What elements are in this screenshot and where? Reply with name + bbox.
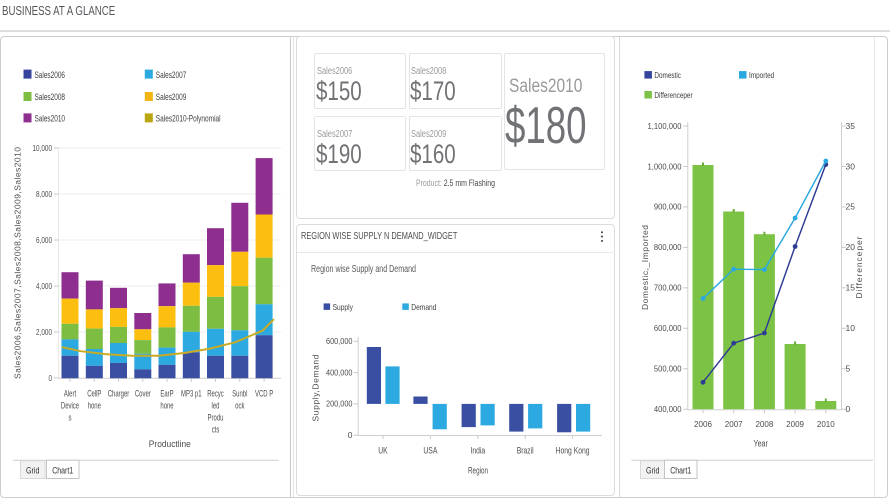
svg-text:Charger: Charger: [108, 389, 130, 400]
svg-text:800,000: 800,000: [654, 242, 682, 252]
svg-text:5: 5: [846, 364, 851, 374]
svg-text:Differenceper: Differenceper: [854, 236, 864, 298]
svg-text:Grid: Grid: [646, 466, 660, 476]
svg-text:600,000: 600,000: [654, 323, 682, 333]
svg-text:0: 0: [348, 430, 353, 440]
svg-text:Region: Region: [468, 465, 488, 476]
svg-text:Alert: Alert: [64, 389, 76, 400]
svg-text:Device: Device: [61, 401, 79, 412]
svg-text:500,000: 500,000: [654, 364, 682, 374]
svg-text:Sales2006,Sales2007,Sales2008,: Sales2006,Sales2007,Sales2008,Sales2009,…: [13, 147, 23, 379]
svg-text:Year: Year: [753, 439, 768, 449]
svg-text:Sales2010-Polynomial: Sales2010-Polynomial: [156, 114, 221, 124]
svg-text:0: 0: [846, 404, 851, 414]
svg-text:hone: hone: [88, 401, 101, 412]
svg-text:Supply,Demand: Supply,Demand: [311, 354, 321, 421]
svg-text:400,000: 400,000: [654, 404, 682, 414]
svg-text:MP3 p1: MP3 p1: [181, 389, 202, 400]
svg-text:2009: 2009: [786, 419, 804, 429]
svg-text:USA: USA: [423, 445, 437, 455]
svg-text:Sales2008: Sales2008: [35, 92, 66, 102]
svg-text:30: 30: [846, 161, 856, 171]
svg-text:2010: 2010: [817, 419, 835, 429]
svg-text:Recyc: Recyc: [207, 389, 224, 400]
svg-text:10,000: 10,000: [33, 143, 53, 153]
svg-text:ock: ock: [235, 401, 244, 412]
svg-text:s: s: [69, 413, 72, 424]
svg-text:6,000: 6,000: [36, 235, 52, 245]
svg-text:Brazil: Brazil: [517, 445, 534, 455]
svg-text:2,000: 2,000: [36, 327, 52, 337]
svg-text:cts: cts: [212, 425, 220, 436]
svg-text:Differenceper: Differenceper: [654, 90, 692, 100]
svg-text:2006: 2006: [694, 419, 712, 429]
svg-text:25: 25: [846, 202, 856, 212]
svg-text:600,000: 600,000: [326, 336, 353, 346]
svg-text:VCD P: VCD P: [255, 389, 273, 400]
svg-text:8,000: 8,000: [36, 189, 52, 199]
svg-text:led: led: [212, 401, 220, 412]
svg-text:India: India: [470, 445, 485, 455]
svg-text:Hong Kong: Hong Kong: [556, 445, 590, 455]
svg-text:10: 10: [846, 323, 856, 333]
svg-text:1,000,000: 1,000,000: [648, 161, 682, 171]
svg-text:Supply: Supply: [333, 302, 354, 312]
svg-text:Sales2010: Sales2010: [35, 114, 66, 124]
svg-text:4,000: 4,000: [36, 281, 52, 291]
svg-text:900,000: 900,000: [654, 202, 682, 212]
svg-text:0: 0: [49, 373, 53, 383]
svg-text:Sales2009: Sales2009: [156, 92, 187, 102]
svg-text:2008: 2008: [755, 419, 773, 429]
svg-text:1,100,000: 1,100,000: [648, 121, 682, 131]
svg-text:CellP: CellP: [87, 389, 101, 400]
svg-text:Cover: Cover: [135, 389, 151, 400]
svg-text:Demand: Demand: [411, 302, 436, 312]
svg-text:20: 20: [846, 242, 856, 252]
svg-text:700,000: 700,000: [654, 283, 682, 293]
svg-text:Chart1: Chart1: [670, 466, 691, 476]
svg-text:UK: UK: [378, 445, 387, 455]
svg-text:Chart1: Chart1: [52, 466, 73, 476]
svg-text:Grid: Grid: [26, 466, 40, 476]
svg-text:15: 15: [846, 283, 856, 293]
svg-text:Imported: Imported: [749, 70, 774, 80]
svg-text:2007: 2007: [725, 419, 743, 429]
svg-text:400,000: 400,000: [326, 367, 353, 377]
svg-text:Domestic,_Imported: Domestic,_Imported: [640, 225, 650, 310]
svg-text:Sales2007: Sales2007: [156, 70, 187, 80]
svg-text:EarP: EarP: [160, 389, 173, 400]
svg-text:Produ: Produ: [208, 413, 224, 424]
svg-text:Sales2006: Sales2006: [35, 70, 66, 80]
svg-text:200,000: 200,000: [326, 399, 353, 409]
svg-text:35: 35: [846, 121, 856, 131]
svg-text:hone: hone: [160, 401, 173, 412]
svg-text:Productline: Productline: [149, 439, 191, 450]
svg-text:Sunbl: Sunbl: [232, 389, 247, 400]
svg-text:Domestic: Domestic: [654, 70, 681, 80]
